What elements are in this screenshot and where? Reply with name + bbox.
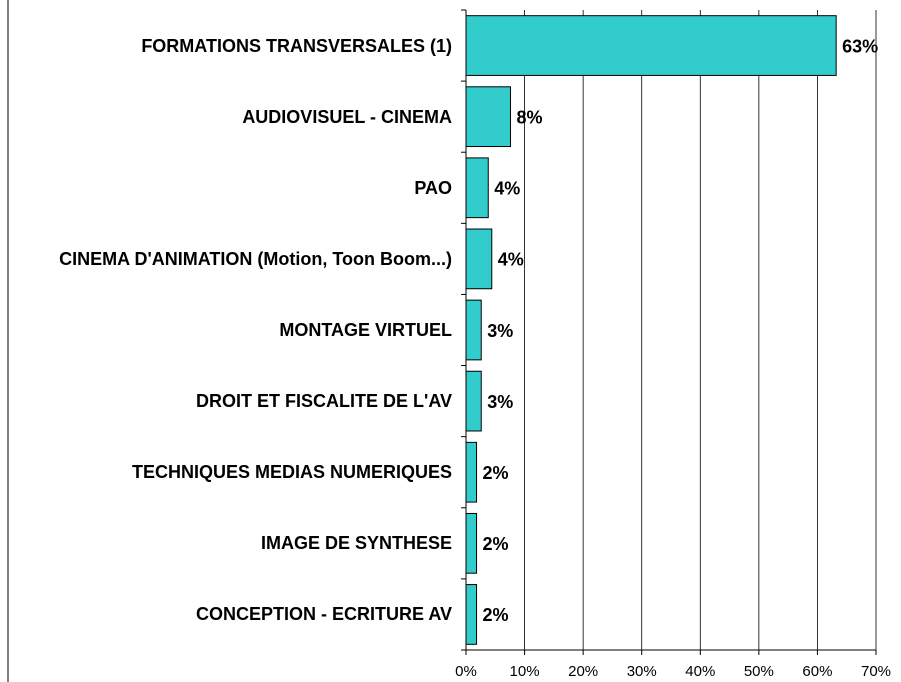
y-tick-label-box: MONTAGE VIRTUEL: [0, 294, 452, 365]
data-label: 4%: [498, 250, 524, 270]
data-label: 3%: [487, 392, 513, 412]
y-tick-label: MONTAGE VIRTUEL: [279, 319, 452, 340]
x-tick-label: 20%: [568, 663, 598, 680]
y-tick-label: FORMATIONS TRANSVERSALES (1): [141, 35, 452, 56]
x-tick-label: 50%: [744, 663, 774, 680]
y-tick-label: IMAGE DE SYNTHESE: [260, 533, 452, 554]
bar: [465, 512, 478, 574]
x-tick-label: 40%: [685, 663, 715, 680]
data-label: 8%: [517, 107, 543, 127]
y-tick-label: DROIT ET FISCALITE DE L'AV: [196, 391, 452, 412]
bar: [465, 228, 493, 290]
x-tick-label: 10%: [510, 663, 540, 680]
y-tick-label-wrap: MONTAGE VIRTUEL: [0, 294, 452, 365]
bar: [465, 15, 837, 76]
bar: [465, 157, 489, 219]
y-tick-label-wrap: IMAGE DE SYNTHESE: [0, 508, 452, 579]
y-tick-label-box: FORMATIONS TRANSVERSALES (1): [0, 10, 452, 81]
y-tick-label-wrap: DROIT ET FISCALITE DE L'AV: [0, 366, 452, 437]
y-tick-label: AUDIOVISUEL - CINEMA: [242, 106, 452, 127]
x-tick-label: 70%: [861, 663, 891, 680]
bar: [465, 370, 482, 432]
y-tick-label-box: AUDIOVISUEL - CINEMA: [0, 81, 452, 152]
bar: [465, 86, 512, 148]
y-tick-label-box: CONCEPTION - ECRITURE AV: [0, 579, 452, 650]
y-tick-label-wrap: CINEMA D'ANIMATION (Motion, Toon Boom...…: [0, 223, 452, 294]
y-tick-label-box: TECHNIQUES MEDIAS NUMERIQUES: [0, 437, 452, 508]
data-label: 2%: [483, 463, 509, 483]
y-tick-label: CONCEPTION - ECRITURE AV: [195, 604, 452, 625]
x-tick-label: 60%: [802, 663, 832, 680]
y-tick-label-wrap: PAO: [0, 152, 452, 223]
y-tick-label: CINEMA D'ANIMATION (Motion, Toon Boom...…: [59, 248, 452, 269]
data-label: 4%: [494, 179, 520, 199]
x-tick-label: 0%: [455, 663, 477, 680]
y-tick-label-box: IMAGE DE SYNTHESE: [0, 508, 452, 579]
y-tick-label-wrap: CONCEPTION - ECRITURE AV: [0, 579, 452, 650]
data-label: 63%: [842, 36, 878, 56]
x-tick-label: 30%: [627, 663, 657, 680]
y-tick-label: PAO: [414, 177, 452, 198]
data-label: 3%: [487, 321, 513, 341]
y-tick-label-wrap: TECHNIQUES MEDIAS NUMERIQUES: [0, 437, 452, 508]
y-tick-label-box: CINEMA D'ANIMATION (Motion, Toon Boom...…: [0, 223, 452, 294]
bar: [465, 441, 478, 503]
bar: [465, 584, 478, 645]
y-tick-label-wrap: FORMATIONS TRANSVERSALES (1): [0, 10, 452, 81]
y-tick-label-box: DROIT ET FISCALITE DE L'AV: [0, 366, 452, 437]
y-tick-label: TECHNIQUES MEDIAS NUMERIQUES: [131, 462, 452, 483]
y-tick-label-wrap: AUDIOVISUEL - CINEMA: [0, 81, 452, 152]
data-label: 2%: [483, 605, 509, 625]
bar: [465, 299, 482, 361]
y-tick-label-box: PAO: [0, 152, 452, 223]
data-label: 2%: [483, 534, 509, 554]
